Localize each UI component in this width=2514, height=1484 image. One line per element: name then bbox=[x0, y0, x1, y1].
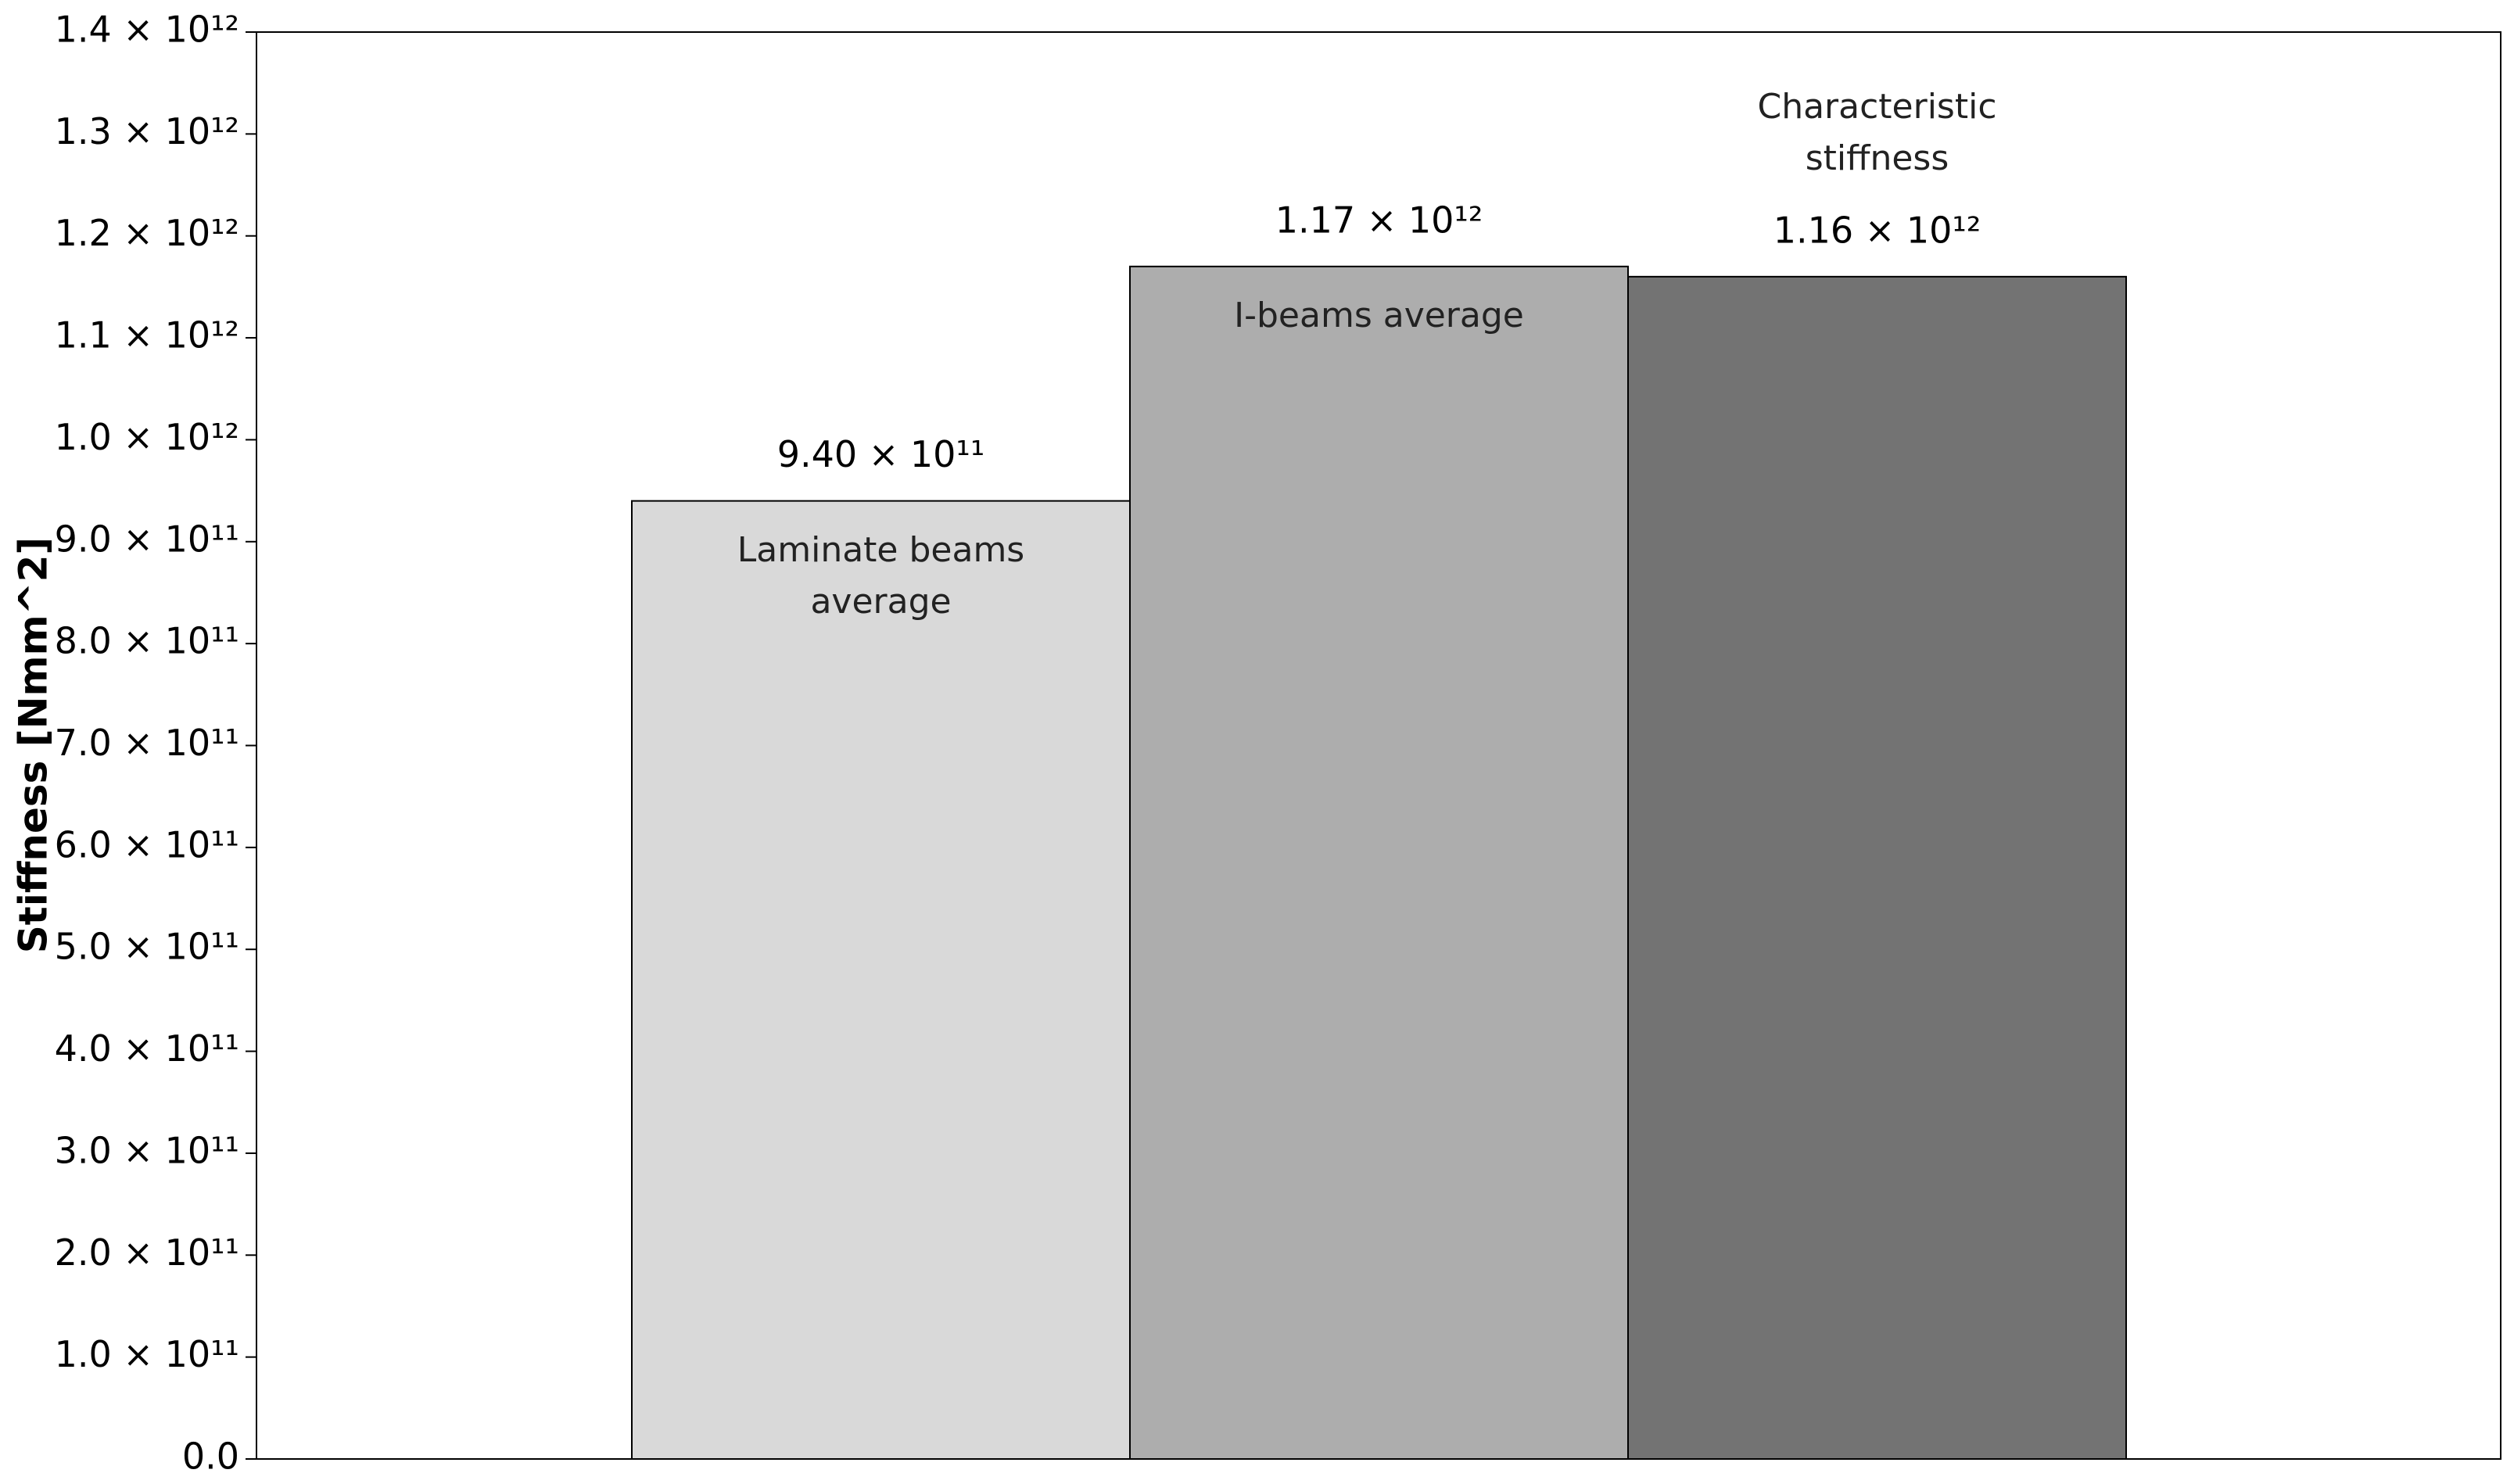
y-axis-title: Stiffness [Nmm^2] bbox=[11, 537, 56, 953]
value-label: 1.17 × 10¹² bbox=[1275, 199, 1483, 241]
y-tick-label: 5.0 × 10¹¹ bbox=[55, 926, 239, 968]
y-tick-label: 1.4 × 10¹² bbox=[55, 9, 239, 51]
y-tick-label: 1.2 × 10¹² bbox=[55, 212, 239, 254]
category-label: I-beams average bbox=[1234, 295, 1524, 335]
y-tick-label: 8.0 × 10¹¹ bbox=[55, 620, 239, 662]
y-tick-label: 9.0 × 10¹¹ bbox=[55, 518, 239, 560]
bar bbox=[1627, 275, 2127, 1460]
category-label: Characteristic stiffness bbox=[1757, 86, 1997, 178]
value-label: 9.40 × 10¹¹ bbox=[777, 433, 985, 475]
y-tick-label: 7.0 × 10¹¹ bbox=[55, 722, 239, 764]
y-tick-label: 0.0 bbox=[182, 1436, 239, 1478]
y-tick-label: 1.3 × 10¹² bbox=[55, 110, 239, 152]
y-tick-label: 4.0 × 10¹¹ bbox=[55, 1027, 239, 1070]
bar bbox=[1129, 265, 1629, 1461]
y-tick-label: 1.1 × 10¹² bbox=[55, 314, 239, 357]
y-tick-label: 3.0 × 10¹¹ bbox=[55, 1129, 239, 1171]
y-tick-label: 1.0 × 10¹¹ bbox=[55, 1333, 239, 1375]
y-tick-label: 1.0 × 10¹² bbox=[55, 416, 239, 458]
y-tick-label: 2.0 × 10¹¹ bbox=[55, 1231, 239, 1274]
category-label-box: Characteristic stiffness bbox=[1757, 86, 1997, 178]
bar bbox=[631, 500, 1131, 1461]
y-tick-label: 6.0 × 10¹¹ bbox=[55, 823, 239, 866]
value-label: 1.16 × 10¹² bbox=[1773, 209, 1981, 251]
category-label: Laminate beams average bbox=[737, 529, 1025, 622]
category-label-box: I-beams average bbox=[1234, 295, 1524, 335]
category-label-box: Laminate beams average bbox=[737, 529, 1025, 622]
